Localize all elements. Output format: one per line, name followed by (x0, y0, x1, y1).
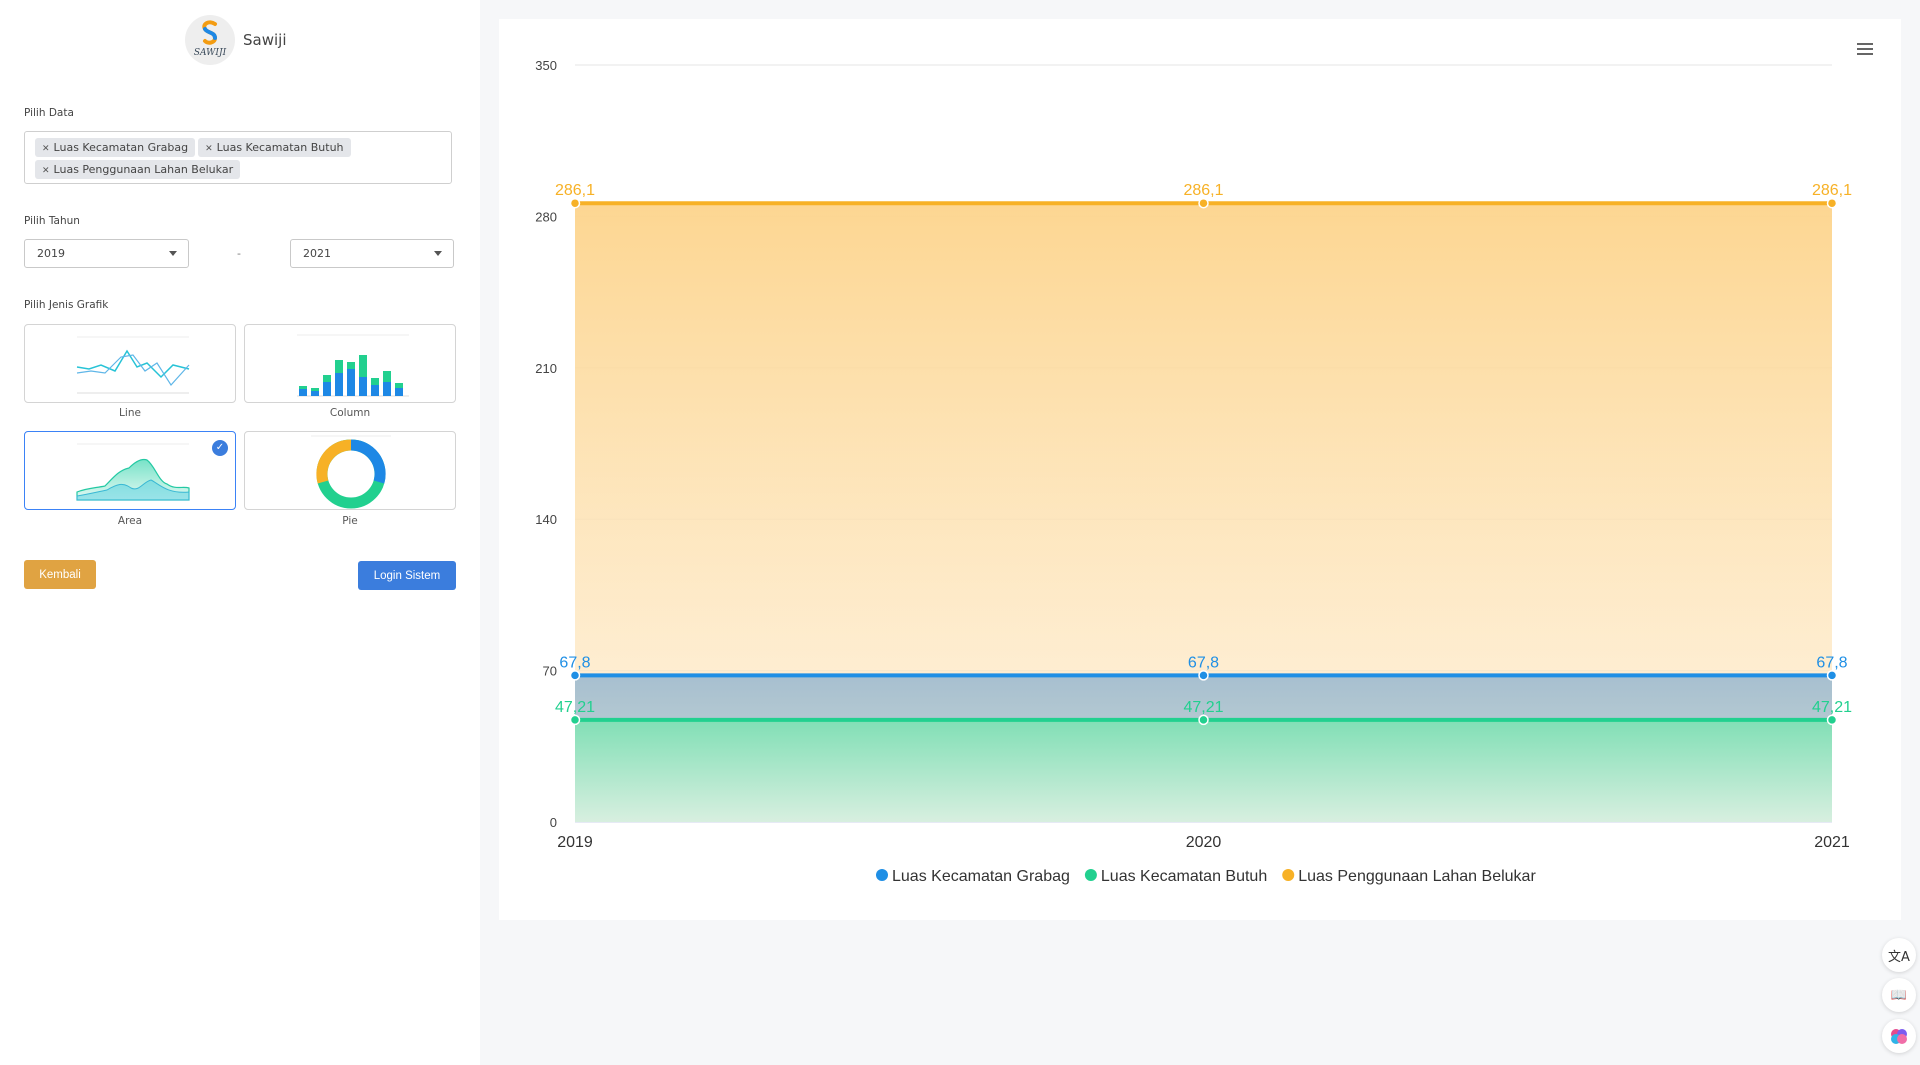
legend-item[interactable]: Luas Penggunaan Lahan Belukar (1298, 868, 1536, 885)
data-tag[interactable]: ✕ Luas Penggunaan Lahan Belukar (35, 160, 241, 179)
x-tick-label: 2020 (1186, 834, 1222, 851)
series-area (575, 719, 1832, 822)
year-separator: - (237, 247, 241, 260)
translate-icon[interactable]: 文A (1882, 938, 1916, 972)
data-tag[interactable]: ✕ Luas Kecamatan Butuh (198, 138, 351, 157)
data-label: 286,1 (1812, 182, 1852, 199)
hamburger-menu-icon[interactable] (1857, 43, 1873, 57)
logo-s-icon (202, 20, 218, 45)
chart-type-area-card[interactable]: ✓ (24, 431, 236, 510)
data-point[interactable] (1826, 197, 1838, 209)
data-label: 67,8 (1816, 654, 1847, 671)
data-point[interactable] (1826, 714, 1838, 726)
year-from-select[interactable]: 2019 (24, 239, 189, 268)
x-tick-label: 2021 (1814, 834, 1850, 851)
remove-tag-icon[interactable]: ✕ (205, 144, 213, 154)
line-chart-thumbnail-icon (76, 336, 190, 394)
year-to-select[interactable]: 2021 (290, 239, 454, 268)
legend-marker[interactable] (1084, 869, 1097, 881)
chart-type-line-card[interactable] (24, 324, 236, 403)
series-area (575, 203, 1832, 823)
logo: SAWIJI (185, 15, 235, 65)
chart-type-pie-card[interactable] (244, 431, 456, 510)
legend-marker[interactable] (876, 869, 888, 881)
chart-type-area-caption: Area (117, 515, 143, 527)
chart-type-column-caption: Column (329, 407, 371, 419)
back-button[interactable]: Kembali (24, 560, 96, 589)
legend-item[interactable]: Luas Kecamatan Butuh (1101, 868, 1267, 885)
select-data-label: Pilih Data (24, 107, 74, 119)
brand-name: Sawiji (243, 31, 287, 49)
column-chart-thumbnail-icon (297, 334, 409, 397)
data-label: 67,8 (559, 654, 590, 671)
data-label: 47,21 (1183, 699, 1223, 716)
data-point[interactable] (1826, 670, 1838, 681)
data-label: 47,21 (555, 699, 595, 716)
pie-chart-thumbnail-icon (311, 435, 391, 509)
remove-tag-icon[interactable]: ✕ (42, 144, 50, 154)
check-icon: ✓ (212, 440, 228, 456)
remove-tag-icon[interactable]: ✕ (42, 166, 50, 176)
y-tick-label: 350 (535, 58, 557, 73)
data-label: 286,1 (1183, 182, 1223, 199)
data-point[interactable] (1198, 670, 1209, 681)
y-tick-label: 210 (535, 361, 557, 376)
data-tag[interactable]: ✕ Luas Kecamatan Grabag (35, 138, 196, 157)
chart-type-line-caption: Line (119, 407, 141, 419)
chart-type-pie-caption: Pie (342, 515, 358, 527)
chart-type-column-card[interactable] (244, 324, 456, 403)
legend-item[interactable]: Luas Kecamatan Grabag (892, 868, 1070, 885)
y-tick-label: 70 (543, 664, 557, 679)
data-point[interactable] (1198, 197, 1209, 209)
login-button[interactable]: Login Sistem (358, 561, 456, 590)
brain-icon[interactable] (1882, 1019, 1916, 1053)
y-tick-label: 0 (550, 815, 557, 830)
chevron-down-icon (434, 251, 442, 256)
data-point[interactable] (569, 714, 581, 726)
select-year-label: Pilih Tahun (24, 215, 80, 227)
sidebar: SAWIJI Sawiji Pilih Data ✕ Luas Kecamatan… (0, 0, 480, 1065)
x-tick-label: 2019 (557, 834, 593, 851)
chevron-down-icon (169, 251, 177, 256)
brand-header: SAWIJI Sawiji (185, 15, 286, 65)
data-point[interactable] (1198, 714, 1209, 726)
book-icon[interactable]: 📖 (1882, 978, 1916, 1012)
data-point[interactable] (569, 197, 581, 209)
legend-marker[interactable] (1282, 869, 1295, 881)
data-multiselect[interactable]: ✕ Luas Kecamatan Grabag ✕ Luas Kecamatan Bu… (24, 131, 452, 184)
data-point[interactable] (569, 670, 581, 681)
data-label: 286,1 (555, 182, 595, 199)
chart-type-label: Pilih Jenis Grafik (24, 299, 109, 311)
logo-text: SAWIJI (193, 48, 227, 58)
y-tick-label: 280 (535, 209, 557, 224)
area-chart-thumbnail-icon (76, 443, 190, 501)
y-tick-label: 140 (535, 512, 557, 527)
data-label: 67,8 (1188, 654, 1219, 671)
data-label: 47,21 (1812, 699, 1852, 716)
